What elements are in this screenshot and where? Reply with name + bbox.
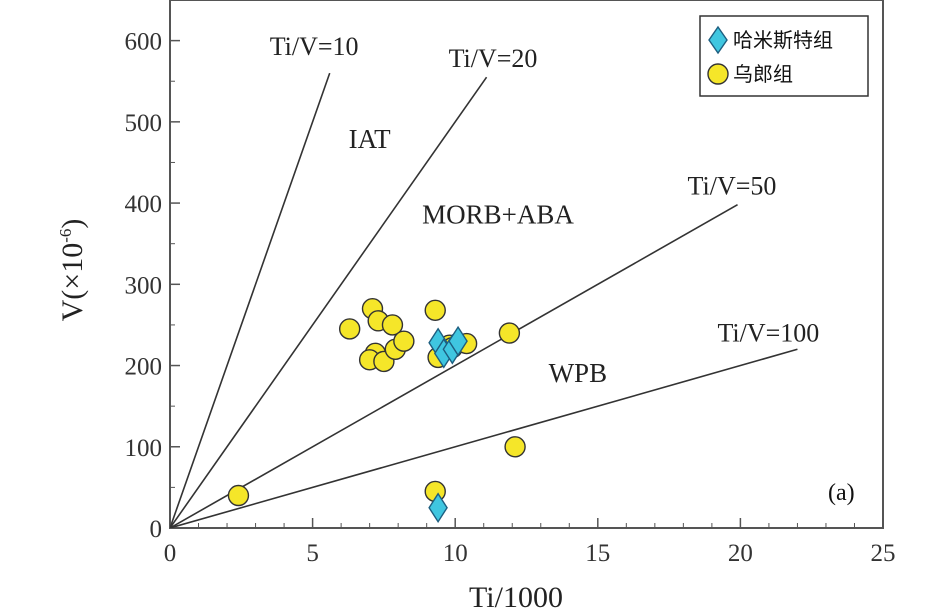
y-tick-label: 100 xyxy=(125,435,163,462)
y-tick-label: 0 xyxy=(150,516,163,543)
plot-frame xyxy=(169,0,884,529)
x-axis-label: Ti/1000 xyxy=(469,581,563,613)
point-wulang xyxy=(393,330,415,352)
ratio-line-label: Ti/V=100 xyxy=(717,318,819,347)
y-tick-label: 600 xyxy=(125,29,163,56)
x-tick-label: 15 xyxy=(585,540,610,567)
field-labels: IAT MORB+ABA WPB xyxy=(349,124,607,388)
field-label: WPB xyxy=(549,358,608,388)
legend-circle-icon xyxy=(707,63,729,85)
y-tick-label: 500 xyxy=(125,110,163,137)
axis-ticks: 0 5 10 15 20 25 0 100 200 300 400 500 600 xyxy=(125,29,896,567)
point-wulang xyxy=(338,318,361,340)
x-tick-label: 0 xyxy=(164,540,177,567)
x-tick-label: 20 xyxy=(728,540,753,567)
point-wulang xyxy=(498,322,521,344)
point-wulang xyxy=(424,299,446,322)
ratio-line xyxy=(170,204,738,528)
legend-diamond-icon xyxy=(708,25,728,55)
ratio-line-label: Ti/V=10 xyxy=(270,32,359,61)
ratio-line xyxy=(170,348,798,528)
ratio-line xyxy=(170,76,488,528)
x-tick-label: 10 xyxy=(443,540,468,567)
ratio-line-label: Ti/V=50 xyxy=(688,172,777,201)
ratio-line-labels: Ti/V=10 Ti/V=20 Ti/V=50 Ti/V=100 xyxy=(270,32,820,347)
y-axis-label: V(×10-6) xyxy=(56,219,89,322)
y-tick-label: 200 xyxy=(125,354,163,381)
point-wulang xyxy=(504,436,526,458)
point-wulang xyxy=(381,314,404,336)
panel-label: (a) xyxy=(828,480,855,506)
y-tick-label: 300 xyxy=(125,272,163,299)
ratio-line-label: Ti/V=20 xyxy=(449,44,538,73)
point-hamisite xyxy=(448,325,468,357)
data-points xyxy=(227,297,526,523)
legend-box xyxy=(699,15,869,97)
ratio-line xyxy=(170,72,331,528)
x-tick-label: 5 xyxy=(306,540,319,567)
field-label: MORB+ABA xyxy=(422,199,574,229)
y-tick-label: 400 xyxy=(125,191,163,218)
field-label: IAT xyxy=(349,124,391,154)
ratio-lines xyxy=(170,72,798,528)
legend-label: 哈米斯特组 xyxy=(733,28,833,52)
point-hamisite xyxy=(428,492,448,523)
x-tick-label: 25 xyxy=(871,540,896,567)
point-wulang xyxy=(227,484,250,507)
legend-label: 乌郎组 xyxy=(733,62,793,86)
